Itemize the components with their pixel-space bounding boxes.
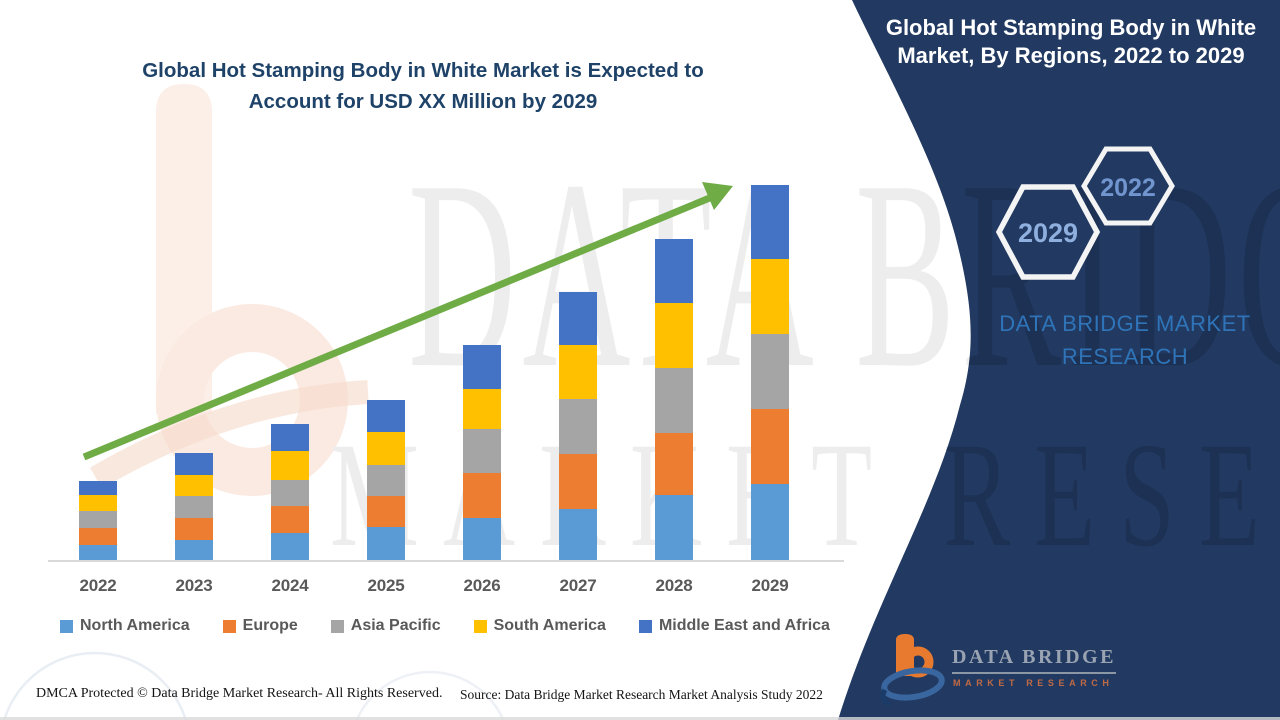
bar-segment [463,389,501,429]
bar-segment [79,545,117,561]
brand-name-line2: RESEARCH [1061,344,1189,369]
bar-segment [175,496,213,518]
bar-segment [79,481,117,495]
bar-segment [367,465,405,496]
bar-segment [271,451,309,480]
bar-segment [175,518,213,540]
x-axis-label: 2028 [655,576,693,595]
x-axis-line [48,560,844,562]
logo-b-watermark [89,84,369,496]
bar-segment [655,368,693,433]
bar-segment [79,495,117,511]
bar-segment [367,432,405,465]
bar-segment [751,259,789,334]
bar-segment [559,345,597,399]
dbmr-logo-icon [880,634,945,707]
bar-segment [79,511,117,528]
legend-label: Middle East and Africa [658,617,830,634]
panel-title: Global Hot Stamping Body in White Market… [872,14,1270,70]
bar-segment [463,518,501,561]
legend-label: Asia Pacific [350,617,441,634]
source-note: Source: Data Bridge Market Research Mark… [460,687,823,702]
bar-segment [655,239,693,303]
legend-swatch [638,619,652,633]
x-axis-label: 2027 [559,576,597,595]
x-axis-label: 2026 [463,576,501,595]
bar-segment [751,409,789,484]
legend-item: Middle East and Africa [638,617,830,635]
legend-item: Europe [222,617,298,635]
faint-circle-watermark [355,670,505,720]
legend-swatch [473,619,487,633]
panel-title-line2: Market, By Regions, 2022 to 2029 [897,43,1245,68]
hexagon-2029-label: 2029 [1018,218,1078,248]
bar-segment [463,429,501,473]
x-axis-label: 2025 [367,576,405,595]
panel-title-line1: Global Hot Stamping Body in White [885,15,1257,40]
bar-segment [175,475,213,496]
dmca-notice: DMCA Protected © Data Bridge Market Rese… [36,686,443,701]
bar-segment [79,528,117,545]
bar-segment [271,480,309,506]
bottom-divider [0,717,1280,720]
page-title-line2: Account for USD XX Million by 2029 [248,90,598,113]
bar-segment [271,424,309,451]
legend-item: North America [60,617,190,635]
legend-label: Europe [242,617,298,634]
bar-segment [655,495,693,561]
page-title-line1: Global Hot Stamping Body in White Market… [142,59,704,82]
bar-segment [271,506,309,533]
x-axis-label: 2029 [751,576,789,595]
legend-swatch [60,619,73,633]
hexagon-2029: 2029 [995,184,1101,280]
bar-segment [367,496,405,527]
legend-label: North America [80,617,190,634]
bar-segment [175,453,213,475]
bar-segment [559,509,597,561]
bar-segment [463,345,501,389]
chart-legend: North America Europe Asia Pacific South Ame… [60,617,830,635]
bar-segment [271,533,309,561]
bar-segment [751,484,789,561]
legend-label: South America [493,617,606,634]
legend-item: Asia Pacific [330,617,441,635]
bar-segment [559,454,597,509]
bar-segment [367,527,405,561]
logo-subtitle: MARKET RESEARCH [953,678,1114,688]
x-axis-label: 2023 [175,576,213,595]
x-axis-label: 2024 [271,576,309,595]
bar-segment [751,334,789,409]
bar-segment [559,399,597,454]
bar-segment [751,185,789,259]
logo-wordmark: DATA BRIDGE [952,646,1117,674]
x-axis-label: 2022 [79,576,117,595]
faint-circle-watermark [2,651,188,720]
legend-swatch [330,619,344,633]
page-title: Global Hot Stamping Body in White Market… [60,55,786,117]
bar-segment [655,433,693,495]
legend-item: South America [473,617,606,635]
bar-segment [655,303,693,368]
hexagon-2022: 2022 [1081,146,1175,226]
year-hexagons: 2029 2022 [995,146,1175,280]
hexagon-2022-label: 2022 [1100,174,1156,202]
legend-swatch [222,619,236,633]
bar-segment [559,292,597,345]
brand-name-line1: DATA BRIDGE MARKET [999,311,1251,336]
bar-segment [367,400,405,432]
bar-segment [175,540,213,561]
bar-segment [463,473,501,518]
